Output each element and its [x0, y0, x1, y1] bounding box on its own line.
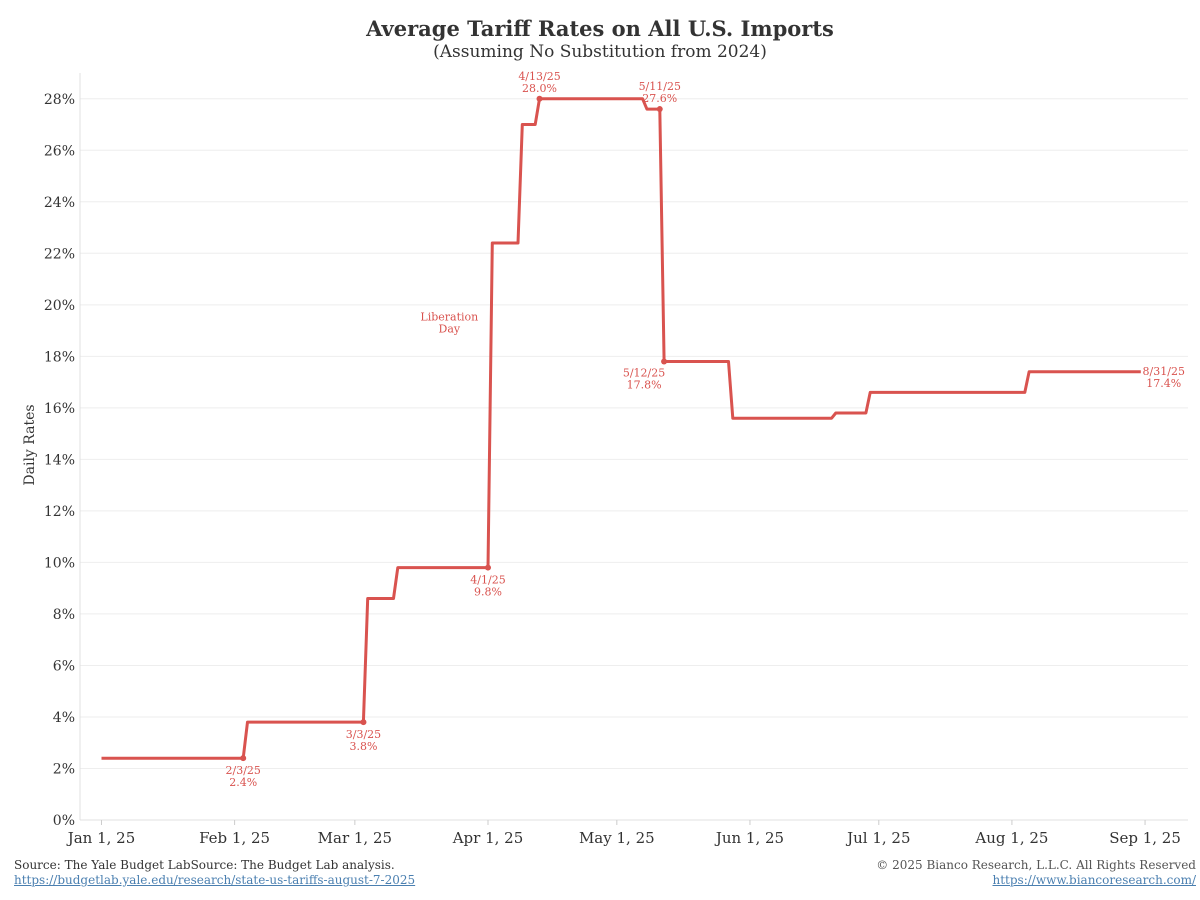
x-tick-label: Jun 1, 25 — [714, 829, 784, 847]
source-link[interactable]: https://budgetlab.yale.edu/research/stat… — [14, 873, 415, 888]
x-tick-label: May 1, 25 — [579, 829, 655, 847]
y-tick-label: 20% — [44, 298, 75, 314]
y-tick-label: 24% — [44, 195, 75, 211]
y-tick-labels: 0% 2% 4% 6% 8% 10% 12% 14% 16% 18% 20% 22% 24% 26% 28% — [44, 92, 75, 829]
source-footer: Source: The Yale Budget LabSource: The B… — [14, 858, 415, 888]
data-point-marker — [537, 96, 543, 102]
data-point-marker — [360, 719, 366, 725]
y-tick-label: 2% — [53, 761, 75, 777]
website-link[interactable]: https://www.biancoresearch.com/ — [876, 873, 1196, 888]
x-tick-label: Jul 1, 25 — [845, 829, 910, 847]
marker-value-label: 9.8% — [474, 586, 502, 599]
x-tick-label: Mar 1, 25 — [318, 829, 392, 847]
x-tick-label: Sep 1, 25 — [1109, 829, 1181, 847]
annotation-liberation-day-line2: Day — [439, 322, 461, 335]
y-tick-label: 10% — [44, 555, 75, 571]
marker-value-label: 3.8% — [349, 740, 377, 753]
series-lines — [102, 99, 1141, 758]
y-tick-label: 26% — [44, 143, 75, 159]
x-tick-label: Feb 1, 25 — [199, 829, 270, 847]
data-markers: 2/3/252.4%3/3/253.8%4/1/259.8%4/13/2528.… — [225, 70, 1184, 789]
source-text: Source: The Yale Budget LabSource: The B… — [14, 858, 415, 873]
x-tick-label: Jan 1, 25 — [66, 829, 136, 847]
y-tick-label: 22% — [44, 246, 75, 262]
y-tick-label: 18% — [44, 349, 75, 365]
x-tick-label: Apr 1, 25 — [452, 829, 524, 847]
copyright-footer: © 2025 Bianco Research, L.L.C. All Right… — [876, 858, 1196, 888]
marker-value-label: 17.4% — [1146, 377, 1181, 390]
y-tick-label: 12% — [44, 504, 75, 520]
data-point-marker — [661, 358, 667, 364]
x-tick-labels: Jan 1, 25 Feb 1, 25 Mar 1, 25 Apr 1, 25 May … — [66, 829, 1181, 847]
marker-value-label: 2.4% — [229, 776, 257, 789]
y-tick-label: 8% — [53, 607, 75, 623]
y-tick-label: 0% — [53, 813, 75, 829]
y-tick-label: 14% — [44, 452, 75, 468]
data-point-marker — [240, 755, 246, 761]
y-axis-label: Daily Rates — [22, 404, 38, 485]
marker-value-label: 27.6% — [642, 92, 677, 105]
tariff-rate-line — [102, 99, 1141, 758]
marker-value-label: 28.0% — [522, 82, 557, 95]
x-tick-label: Aug 1, 25 — [974, 829, 1048, 847]
y-tick-label: 28% — [44, 92, 75, 108]
y-tick-label: 4% — [53, 710, 75, 726]
grid-lines — [80, 99, 1188, 820]
data-point-marker — [485, 565, 491, 571]
data-point-marker — [657, 106, 663, 112]
marker-value-label: 17.8% — [627, 378, 662, 391]
y-tick-label: 6% — [53, 658, 75, 674]
copyright-text: © 2025 Bianco Research, L.L.C. All Right… — [876, 858, 1196, 873]
axes — [80, 73, 1188, 825]
y-tick-label: 16% — [44, 401, 75, 417]
